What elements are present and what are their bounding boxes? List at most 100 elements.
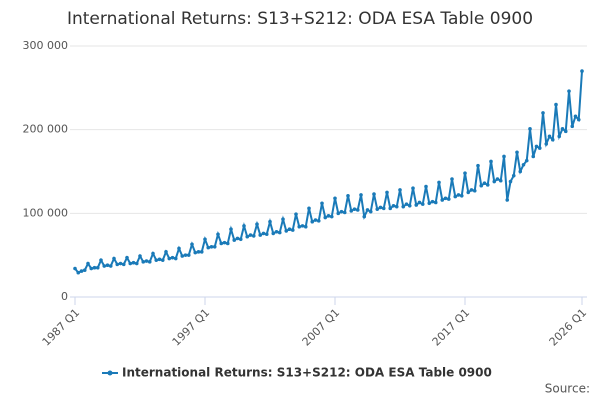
point (313, 218, 318, 222)
y-tick-label: 0 (61, 290, 68, 303)
legend-label: International Returns: S13+S212: ODA ESA… (122, 366, 492, 380)
point (297, 224, 302, 229)
point (79, 269, 84, 273)
point (534, 144, 539, 149)
point (95, 265, 100, 270)
point (274, 229, 279, 234)
point (365, 208, 370, 212)
point (469, 188, 474, 192)
point (381, 206, 386, 211)
point (547, 134, 552, 139)
point (300, 224, 305, 228)
point (544, 142, 549, 146)
y-tick-label: 200 000 (23, 123, 69, 136)
point (268, 219, 272, 224)
point (368, 209, 373, 214)
point (281, 217, 285, 221)
point (232, 238, 237, 242)
point (323, 215, 328, 220)
point (505, 198, 510, 202)
point (414, 203, 419, 207)
point (186, 253, 191, 257)
point (443, 196, 448, 201)
point (157, 257, 162, 262)
point (209, 245, 214, 249)
point (222, 240, 227, 245)
point (320, 201, 324, 206)
point (170, 255, 175, 260)
point (524, 158, 529, 163)
x-tick-label: 2017 Q1 (430, 306, 473, 349)
point (277, 230, 282, 235)
point (73, 266, 77, 271)
point (108, 264, 113, 268)
point (134, 261, 139, 266)
point (407, 204, 412, 208)
point (437, 180, 441, 185)
point (284, 229, 289, 233)
point (346, 193, 350, 198)
point (225, 241, 230, 246)
point (326, 214, 331, 218)
y-tick-label: 100 000 (23, 206, 69, 219)
point (417, 200, 422, 205)
point (528, 127, 532, 131)
point (339, 209, 344, 214)
point (580, 69, 584, 73)
point (430, 199, 435, 204)
point (199, 250, 204, 254)
point (154, 258, 159, 262)
point (118, 261, 123, 266)
point (502, 154, 506, 159)
point (563, 129, 568, 134)
chart-title: International Returns: S13+S212: ODA ESA… (67, 9, 533, 29)
point (567, 89, 571, 93)
point (144, 259, 149, 263)
point (212, 245, 217, 249)
point (102, 264, 107, 268)
point (307, 206, 311, 211)
point (242, 224, 246, 228)
point (99, 258, 103, 262)
point (404, 202, 409, 206)
point (310, 219, 315, 224)
point (385, 190, 389, 195)
point (196, 250, 201, 254)
line (74, 71, 583, 275)
point (550, 137, 555, 142)
point (160, 258, 165, 262)
point (573, 114, 578, 119)
point (476, 163, 480, 168)
point (492, 179, 497, 184)
point (238, 237, 243, 242)
point (411, 186, 415, 191)
point (570, 124, 575, 129)
point (151, 251, 155, 256)
point (125, 255, 129, 260)
point (206, 245, 211, 250)
point (508, 179, 513, 184)
point (472, 188, 477, 193)
point (271, 231, 276, 236)
point (342, 210, 347, 215)
point (258, 233, 263, 237)
point (362, 214, 367, 219)
point (427, 201, 432, 206)
point (359, 193, 363, 197)
point (303, 224, 308, 229)
point (121, 262, 126, 267)
point (375, 207, 380, 211)
point (248, 233, 253, 237)
point (515, 150, 519, 155)
point (489, 159, 493, 164)
x-tick-label: 2026 Q1 (547, 306, 590, 349)
point (164, 250, 168, 254)
point (424, 184, 428, 189)
point (147, 260, 152, 264)
point (82, 268, 87, 273)
point (557, 134, 562, 139)
point (401, 204, 406, 209)
point (352, 207, 357, 211)
point (537, 146, 542, 150)
